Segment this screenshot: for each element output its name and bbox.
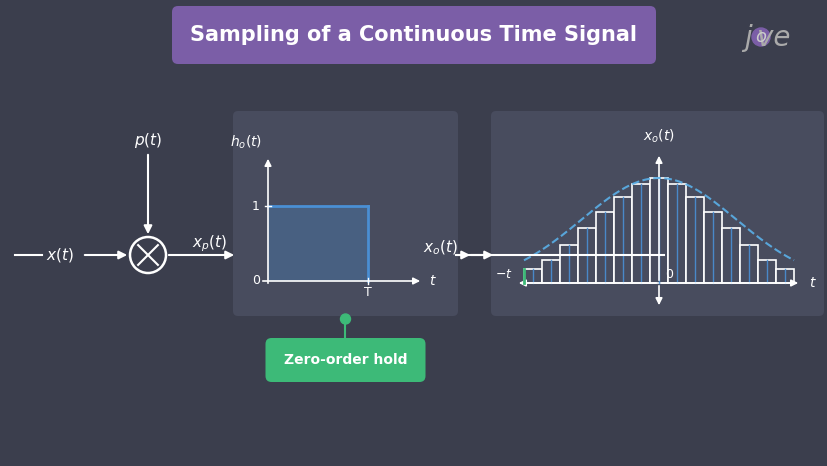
Text: $h_o(t)$: $h_o(t)$	[230, 134, 262, 151]
Text: ve: ve	[757, 24, 790, 52]
Bar	[721, 228, 739, 283]
FancyBboxPatch shape	[265, 338, 425, 382]
Bar	[595, 212, 614, 283]
Bar	[739, 245, 757, 283]
Text: j: j	[743, 24, 751, 52]
Text: $x_o(t)$: $x_o(t)$	[422, 239, 457, 257]
Text: 0: 0	[664, 268, 672, 281]
Text: 1: 1	[251, 199, 260, 212]
Bar	[614, 197, 631, 283]
Text: $t$: $t$	[808, 276, 816, 290]
Bar	[703, 212, 721, 283]
Bar	[559, 245, 577, 283]
Circle shape	[340, 314, 350, 324]
Bar	[268, 206, 367, 281]
Bar	[577, 228, 595, 283]
Bar	[686, 197, 703, 283]
Text: Sampling of a Continuous Time Signal: Sampling of a Continuous Time Signal	[190, 25, 637, 45]
Bar	[775, 269, 793, 283]
FancyBboxPatch shape	[490, 111, 823, 316]
Bar	[649, 178, 667, 283]
Text: $x_p(t)$: $x_p(t)$	[192, 234, 227, 254]
Text: $t$: $t$	[428, 274, 437, 288]
Text: $p(t)$: $p(t)$	[134, 130, 162, 150]
FancyBboxPatch shape	[172, 6, 655, 64]
Text: 0: 0	[251, 274, 260, 288]
Bar	[631, 184, 649, 283]
Text: $x_o(t)$: $x_o(t)$	[643, 128, 674, 145]
Text: $-t$: $-t$	[495, 268, 512, 281]
Bar	[667, 184, 686, 283]
Text: $x(t)$: $x(t)$	[46, 246, 74, 264]
Bar	[542, 260, 559, 283]
Text: T: T	[364, 287, 371, 300]
Text: Zero-order hold: Zero-order hold	[284, 353, 407, 367]
Bar	[523, 269, 542, 283]
Bar	[757, 260, 775, 283]
Text: o: o	[754, 28, 766, 46]
FancyBboxPatch shape	[232, 111, 457, 316]
Circle shape	[751, 28, 769, 46]
